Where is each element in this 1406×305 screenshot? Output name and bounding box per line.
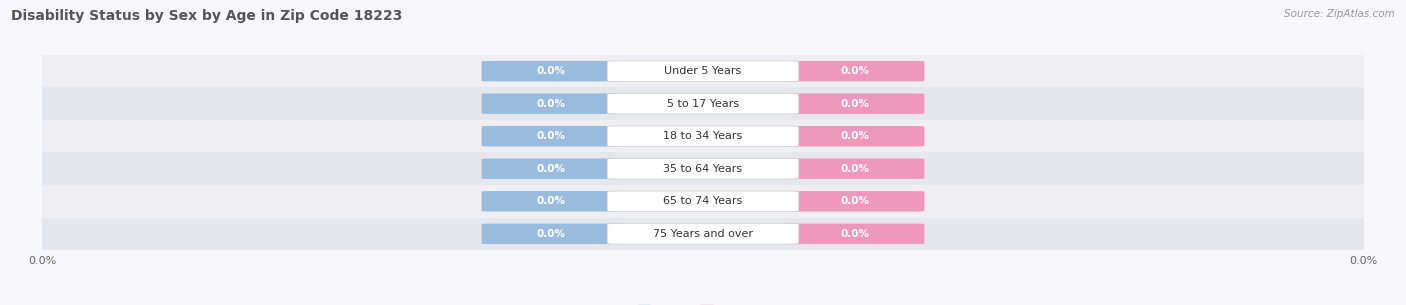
Text: 0.0%: 0.0%: [537, 164, 565, 174]
FancyBboxPatch shape: [482, 159, 620, 179]
FancyBboxPatch shape: [607, 159, 799, 179]
Text: 0.0%: 0.0%: [537, 66, 565, 76]
Bar: [42, 152, 1364, 185]
Text: Source: ZipAtlas.com: Source: ZipAtlas.com: [1284, 9, 1395, 19]
Text: Disability Status by Sex by Age in Zip Code 18223: Disability Status by Sex by Age in Zip C…: [11, 9, 402, 23]
FancyBboxPatch shape: [786, 61, 924, 81]
FancyBboxPatch shape: [482, 191, 620, 212]
Bar: [42, 88, 1364, 120]
Text: Under 5 Years: Under 5 Years: [665, 66, 741, 76]
FancyBboxPatch shape: [786, 126, 924, 146]
FancyBboxPatch shape: [607, 224, 799, 244]
Bar: [42, 55, 1364, 88]
Text: 35 to 64 Years: 35 to 64 Years: [664, 164, 742, 174]
Bar: [42, 120, 1364, 152]
FancyBboxPatch shape: [786, 93, 924, 114]
FancyBboxPatch shape: [482, 126, 620, 146]
FancyBboxPatch shape: [786, 224, 924, 244]
Text: 75 Years and over: 75 Years and over: [652, 229, 754, 239]
Text: 0.0%: 0.0%: [537, 196, 565, 206]
Text: 0.0%: 0.0%: [841, 196, 869, 206]
Text: 0.0%: 0.0%: [537, 229, 565, 239]
Text: 5 to 17 Years: 5 to 17 Years: [666, 99, 740, 109]
Text: 0.0%: 0.0%: [841, 99, 869, 109]
FancyBboxPatch shape: [786, 191, 924, 212]
FancyBboxPatch shape: [786, 159, 924, 179]
FancyBboxPatch shape: [607, 61, 799, 81]
Text: 0.0%: 0.0%: [841, 229, 869, 239]
FancyBboxPatch shape: [607, 93, 799, 114]
Text: 0.0%: 0.0%: [537, 131, 565, 141]
FancyBboxPatch shape: [482, 93, 620, 114]
Text: 0.0%: 0.0%: [841, 164, 869, 174]
FancyBboxPatch shape: [482, 61, 620, 81]
Bar: [42, 185, 1364, 217]
Bar: [42, 217, 1364, 250]
Text: 0.0%: 0.0%: [841, 66, 869, 76]
Text: 18 to 34 Years: 18 to 34 Years: [664, 131, 742, 141]
Text: 0.0%: 0.0%: [841, 131, 869, 141]
FancyBboxPatch shape: [607, 191, 799, 212]
FancyBboxPatch shape: [482, 224, 620, 244]
Text: 65 to 74 Years: 65 to 74 Years: [664, 196, 742, 206]
FancyBboxPatch shape: [607, 126, 799, 146]
Text: 0.0%: 0.0%: [537, 99, 565, 109]
